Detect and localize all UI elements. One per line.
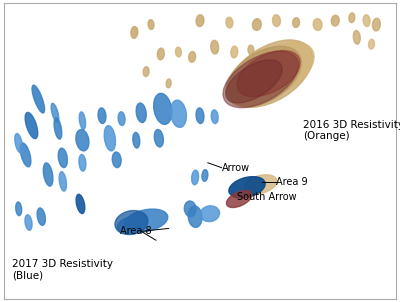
Ellipse shape [200, 206, 220, 222]
Ellipse shape [76, 194, 85, 214]
Ellipse shape [20, 143, 31, 167]
Ellipse shape [237, 50, 300, 97]
Ellipse shape [131, 27, 138, 38]
Ellipse shape [184, 201, 196, 217]
Text: South Arrow: South Arrow [237, 192, 297, 202]
Ellipse shape [37, 208, 45, 225]
Ellipse shape [176, 47, 181, 57]
Ellipse shape [148, 20, 154, 30]
Ellipse shape [115, 210, 148, 235]
Ellipse shape [79, 112, 86, 129]
Ellipse shape [196, 108, 204, 124]
Ellipse shape [143, 67, 149, 76]
Ellipse shape [211, 110, 218, 124]
Text: Area 8: Area 8 [120, 226, 151, 236]
Ellipse shape [226, 17, 233, 28]
Ellipse shape [331, 15, 339, 26]
Ellipse shape [196, 15, 204, 27]
Text: 2016 3D Resistivity
(Orange): 2016 3D Resistivity (Orange) [303, 120, 400, 141]
Ellipse shape [157, 48, 164, 60]
Ellipse shape [353, 31, 360, 44]
Text: Area 9: Area 9 [276, 177, 308, 187]
Ellipse shape [226, 60, 282, 103]
Ellipse shape [188, 206, 202, 227]
Ellipse shape [136, 103, 146, 123]
Ellipse shape [189, 52, 196, 62]
Ellipse shape [54, 118, 62, 139]
Ellipse shape [243, 42, 314, 97]
Ellipse shape [226, 191, 252, 207]
Ellipse shape [166, 79, 171, 88]
Ellipse shape [154, 93, 172, 124]
Ellipse shape [104, 126, 116, 151]
Ellipse shape [25, 112, 38, 139]
Ellipse shape [51, 103, 59, 122]
Ellipse shape [349, 13, 355, 23]
Ellipse shape [154, 130, 163, 147]
Ellipse shape [313, 19, 322, 31]
Ellipse shape [226, 46, 301, 107]
Ellipse shape [228, 40, 312, 107]
Ellipse shape [192, 170, 198, 185]
Ellipse shape [292, 18, 300, 27]
Ellipse shape [229, 177, 265, 198]
Ellipse shape [263, 49, 270, 59]
Ellipse shape [118, 215, 151, 234]
Ellipse shape [58, 148, 67, 168]
Ellipse shape [248, 45, 254, 55]
Ellipse shape [15, 133, 23, 153]
Ellipse shape [231, 46, 238, 58]
Ellipse shape [32, 85, 44, 113]
Ellipse shape [170, 100, 186, 127]
Ellipse shape [372, 18, 380, 31]
Ellipse shape [368, 39, 374, 49]
Ellipse shape [59, 172, 66, 191]
Text: 2017 3D Resistivity
(Blue): 2017 3D Resistivity (Blue) [12, 259, 113, 280]
Ellipse shape [43, 163, 53, 186]
Ellipse shape [16, 202, 22, 216]
Ellipse shape [272, 15, 280, 27]
Ellipse shape [112, 152, 121, 168]
Ellipse shape [98, 108, 106, 124]
Ellipse shape [244, 175, 277, 194]
Ellipse shape [202, 170, 208, 182]
Ellipse shape [252, 19, 261, 31]
Ellipse shape [118, 112, 125, 126]
Ellipse shape [211, 40, 219, 54]
Text: Arrow: Arrow [222, 163, 250, 173]
Ellipse shape [363, 15, 370, 27]
Ellipse shape [124, 209, 168, 232]
Ellipse shape [223, 51, 298, 108]
Ellipse shape [76, 130, 89, 151]
Ellipse shape [25, 215, 32, 230]
Ellipse shape [133, 132, 140, 148]
Ellipse shape [79, 154, 86, 171]
